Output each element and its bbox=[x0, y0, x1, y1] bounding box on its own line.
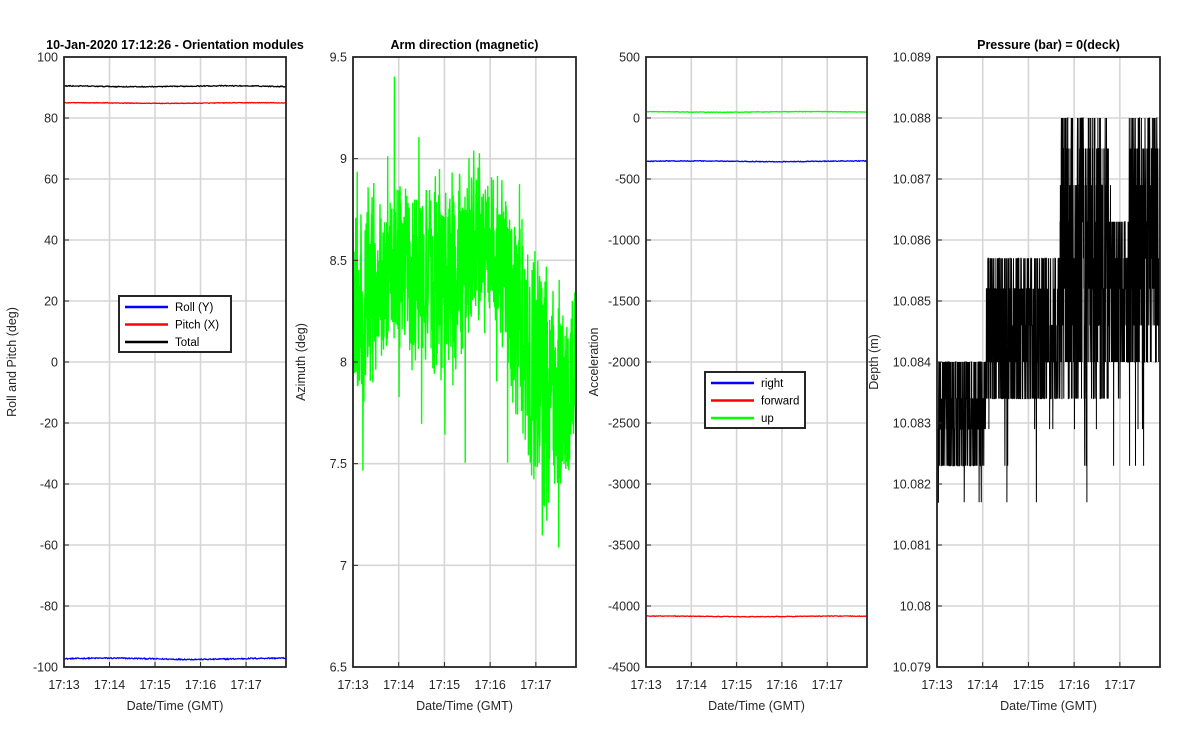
y-tick-label: -2500 bbox=[608, 417, 640, 431]
x-axis-label: Date/Time (GMT) bbox=[1000, 699, 1097, 713]
x-tick-label: 17:13 bbox=[337, 678, 368, 692]
y-tick-label: -4500 bbox=[608, 661, 640, 675]
series-line-depth bbox=[936, 117, 1161, 503]
legend-label: Roll (Y) bbox=[175, 302, 214, 314]
x-tick-label: 17:14 bbox=[967, 678, 998, 692]
legend-label: right bbox=[761, 378, 784, 390]
y-tick-label: 8.5 bbox=[330, 254, 347, 268]
series-line-roll-y bbox=[63, 656, 287, 661]
x-tick-label: 17:14 bbox=[94, 678, 125, 692]
x-tick-label: 17:15 bbox=[721, 678, 752, 692]
chart-title: 10-Jan-2020 17:12:26 - Orientation modul… bbox=[46, 38, 304, 52]
y-tick-label: -60 bbox=[40, 539, 58, 553]
y-tick-label: 10.08 bbox=[900, 600, 931, 614]
series-line-forward bbox=[645, 615, 868, 618]
y-tick-label: -2000 bbox=[608, 356, 640, 370]
y-tick-label: -4000 bbox=[608, 600, 640, 614]
legend-label: Pitch (X) bbox=[175, 320, 219, 332]
legend-label: up bbox=[761, 413, 774, 425]
y-axis-label: Azimuth (deg) bbox=[294, 323, 308, 401]
y-tick-label: 8 bbox=[340, 356, 347, 370]
x-tick-label: 17:15 bbox=[1013, 678, 1044, 692]
y-tick-label: 10.079 bbox=[893, 661, 931, 675]
y-tick-label: 6.5 bbox=[330, 661, 347, 675]
chart-title: Arm direction (magnetic) bbox=[391, 38, 539, 52]
x-tick-label: 17:13 bbox=[48, 678, 79, 692]
y-tick-label: 100 bbox=[37, 51, 58, 65]
x-tick-label: 17:13 bbox=[630, 678, 661, 692]
y-tick-label: 7.5 bbox=[330, 457, 347, 471]
y-tick-label: -500 bbox=[615, 173, 640, 187]
y-tick-label: 40 bbox=[44, 234, 58, 248]
y-tick-label: 500 bbox=[619, 51, 640, 65]
y-tick-label: 9.5 bbox=[330, 51, 347, 65]
x-tick-label: 17:16 bbox=[475, 678, 506, 692]
series-line-up bbox=[645, 110, 868, 114]
y-tick-label: 7 bbox=[340, 559, 347, 573]
x-tick-label: 17:17 bbox=[230, 678, 261, 692]
x-tick-label: 17:14 bbox=[383, 678, 414, 692]
y-tick-label: 10.081 bbox=[893, 539, 931, 553]
legend: Roll (Y) Pitch (X) Total bbox=[118, 295, 232, 353]
chart-panel-2: 6.5 7 7.5 8 8.5 9 9.5 17:13 17:14 17:15 17:16 17:17… bbox=[294, 38, 577, 713]
x-tick-label: 17:15 bbox=[139, 678, 170, 692]
y-tick-label: 10.086 bbox=[893, 234, 931, 248]
series-line-total bbox=[63, 84, 287, 89]
y-tick-label: 10.087 bbox=[893, 173, 931, 187]
y-tick-label: 9 bbox=[340, 152, 347, 166]
y-tick-label: 60 bbox=[44, 173, 58, 187]
y-tick-label: -1500 bbox=[608, 295, 640, 309]
x-tick-label: 17:17 bbox=[1104, 678, 1135, 692]
y-tick-label: -100 bbox=[33, 661, 58, 675]
y-tick-label: 10.085 bbox=[893, 295, 931, 309]
legend: right forward up bbox=[704, 371, 806, 429]
y-tick-label: -80 bbox=[40, 600, 58, 614]
x-tick-label: 17:16 bbox=[766, 678, 797, 692]
chart-title: Pressure (bar) = 0(deck) bbox=[977, 38, 1120, 52]
x-tick-label: 17:15 bbox=[429, 678, 460, 692]
y-tick-label: 80 bbox=[44, 112, 58, 126]
y-tick-label: -1000 bbox=[608, 234, 640, 248]
y-tick-label: 10.083 bbox=[893, 417, 931, 431]
series-line-pitch-x bbox=[63, 101, 287, 105]
y-tick-label: 10.084 bbox=[893, 356, 931, 370]
chart-panel-3: -4500 -4000 -3500 -3000 -2500 -2000 -1500 -1000… bbox=[587, 51, 868, 713]
y-tick-label: 10.082 bbox=[893, 478, 931, 492]
y-tick-label: 0 bbox=[633, 112, 640, 126]
y-tick-label: 0 bbox=[51, 356, 58, 370]
y-tick-label: -40 bbox=[40, 478, 58, 492]
x-tick-label: 17:16 bbox=[1059, 678, 1090, 692]
y-tick-label: 10.089 bbox=[893, 51, 931, 65]
x-axis-label: Date/Time (GMT) bbox=[708, 699, 805, 713]
y-tick-label: -3500 bbox=[608, 539, 640, 553]
legend-label: forward bbox=[761, 396, 799, 408]
y-tick-label: -3000 bbox=[608, 478, 640, 492]
legend-label: Total bbox=[175, 337, 199, 349]
x-tick-label: 17:14 bbox=[676, 678, 707, 692]
y-tick-label: -20 bbox=[40, 417, 58, 431]
y-axis-label: Acceleration bbox=[587, 328, 601, 397]
y-axis-label: Depth (m) bbox=[867, 334, 881, 390]
chart-panel-1: -100 -80 -60 -40 -20 0 20 40 60 80 100 17:13 17:14 17… bbox=[5, 38, 304, 713]
chart-panel-4: 10.079 10.08 10.081 10.082 10.083 10.084 10.08… bbox=[867, 38, 1161, 713]
series-line-right bbox=[645, 159, 868, 163]
y-tick-label: 10.088 bbox=[893, 112, 931, 126]
x-tick-label: 17:17 bbox=[812, 678, 843, 692]
y-axis-label: Roll and Pitch (deg) bbox=[5, 307, 19, 417]
x-axis-label: Date/Time (GMT) bbox=[416, 699, 513, 713]
x-tick-label: 17:16 bbox=[185, 678, 216, 692]
series-line-azimuth bbox=[352, 76, 577, 548]
y-tick-label: 20 bbox=[44, 295, 58, 309]
x-tick-label: 17:17 bbox=[520, 678, 551, 692]
x-tick-label: 17:13 bbox=[921, 678, 952, 692]
x-axis-label: Date/Time (GMT) bbox=[127, 699, 224, 713]
